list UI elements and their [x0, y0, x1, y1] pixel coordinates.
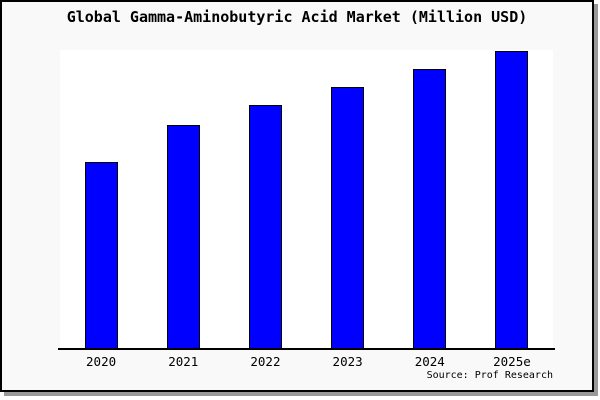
x-tick-label-2021: 2021 — [168, 354, 199, 369]
bar-2023 — [331, 87, 365, 348]
x-axis-line — [58, 348, 555, 350]
x-tick-label-2023: 2023 — [332, 354, 363, 369]
x-axis-labels: 2020 2021 2022 2023 2024 2025e — [60, 354, 553, 369]
x-tick-label-2024: 2024 — [414, 354, 445, 369]
chart-frame: Global Gamma-Aminobutyric Acid Market (M… — [0, 0, 594, 392]
bar-2022 — [248, 105, 282, 348]
x-tick-label-2020: 2020 — [86, 354, 117, 369]
x-tick-label-2022: 2022 — [250, 354, 281, 369]
plot-area — [60, 50, 553, 348]
chart-title: Global Gamma-Aminobutyric Acid Market (M… — [66, 8, 528, 26]
bar-2025e — [495, 51, 529, 348]
bar-2020 — [84, 162, 118, 348]
bar-2021 — [166, 125, 200, 348]
source-note: Source: Prof Research — [426, 370, 553, 381]
x-tick-label-2025e: 2025e — [493, 354, 531, 369]
bar-2024 — [413, 69, 447, 348]
